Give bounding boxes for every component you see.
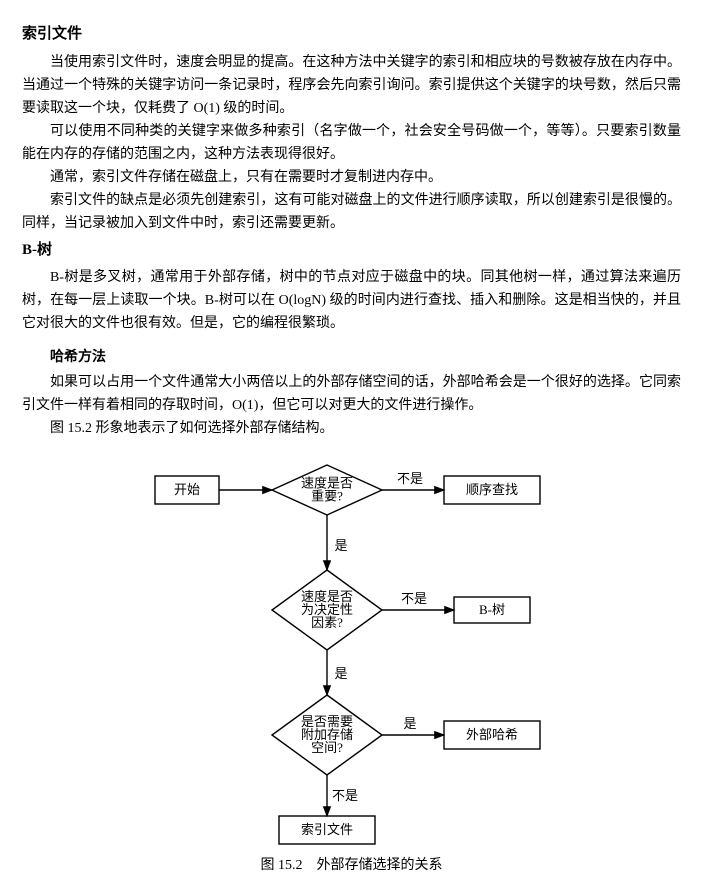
svg-text:是: 是 bbox=[403, 716, 416, 731]
svg-text:开始: 开始 bbox=[173, 482, 199, 497]
para: 可以使用不同种类的关键字来做多种索引（名字做一个，社会安全号码做一个，等等）。只… bbox=[22, 120, 681, 166]
svg-text:不是: 不是 bbox=[331, 788, 357, 803]
para: 索引文件的缺点是必须先创建索引，这有可能对磁盘上的文件进行顺序读取，所以创建索引… bbox=[22, 189, 681, 235]
para: 当使用索引文件时，速度会明显的提高。在这种方法中关键字的索引和相应块的号数被存放… bbox=[22, 51, 681, 120]
heading-btree: B-树 bbox=[22, 238, 681, 263]
svg-text:空间?: 空间? bbox=[311, 740, 343, 755]
svg-text:不是: 不是 bbox=[400, 591, 426, 606]
para: 如果可以占用一个文件通常大小两倍以上的外部存储空间的话，外部哈希会是一个很好的选… bbox=[22, 371, 681, 417]
svg-text:是: 是 bbox=[334, 538, 347, 553]
svg-text:不是: 不是 bbox=[396, 471, 422, 486]
svg-text:重要?: 重要? bbox=[311, 488, 343, 503]
para: 通常，索引文件存储在磁盘上，只有在需要时才复制进内存中。 bbox=[22, 166, 681, 189]
svg-text:因素?: 因素? bbox=[311, 615, 343, 630]
flowchart: 开始速度是否重要?顺序查找速度是否为决定性因素?B-树是否需要附加存储空间?外部… bbox=[132, 450, 572, 850]
para: 图 15.2 形象地表示了如何选择外部存储结构。 bbox=[22, 417, 681, 440]
para: B-树是多叉树，通常用于外部存储，树中的节点对应于磁盘中的块。同其他树一样，通过… bbox=[22, 266, 681, 335]
figure-caption: 图 15.2 外部存储选择的关系 bbox=[22, 854, 681, 877]
heading-index-file: 索引文件 bbox=[22, 22, 681, 47]
heading-hash: 哈希方法 bbox=[22, 346, 681, 369]
svg-text:索引文件: 索引文件 bbox=[300, 822, 352, 837]
svg-text:是: 是 bbox=[334, 666, 347, 681]
svg-text:外部哈希: 外部哈希 bbox=[465, 727, 517, 742]
svg-text:顺序查找: 顺序查找 bbox=[465, 482, 517, 497]
svg-text:B-树: B-树 bbox=[478, 602, 504, 617]
